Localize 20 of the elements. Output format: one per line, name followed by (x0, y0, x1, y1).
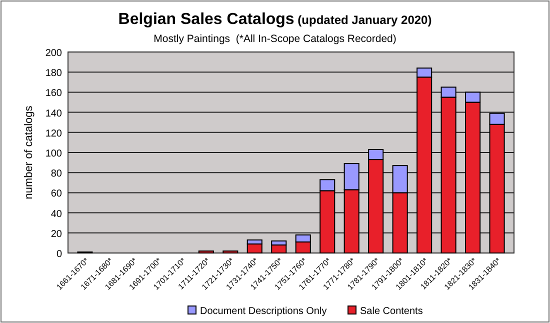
y-axis-title: number of catalogs (23, 105, 35, 200)
legend-label: Sale Contents (360, 306, 423, 317)
y-tick-label: 200 (45, 48, 62, 59)
y-tick-label: 0 (56, 249, 62, 260)
bar (222, 250, 238, 254)
bar (246, 243, 262, 254)
y-tick-label: 120 (45, 128, 62, 140)
bar (198, 250, 214, 254)
text: Mostly Paintings (*All In-Scope Catalogs Recorded) (154, 33, 396, 45)
y-tick-label: 100 (45, 148, 62, 160)
legend-label: Document Descriptions Only (200, 306, 327, 317)
y-tick-label: 180 (45, 68, 62, 80)
y-tick-label: 40 (50, 208, 62, 220)
y-tick-label: 20 (50, 228, 62, 240)
chart-title: Belgian Sales Catalogs (118, 11, 294, 28)
y-tick-label: 140 (45, 108, 62, 120)
chart-subtitle: (updated January 2020) (294, 13, 432, 27)
y-tick-label: 60 (50, 188, 62, 200)
y-tick-label: 160 (45, 88, 62, 100)
y-tick-label: 80 (50, 168, 62, 180)
